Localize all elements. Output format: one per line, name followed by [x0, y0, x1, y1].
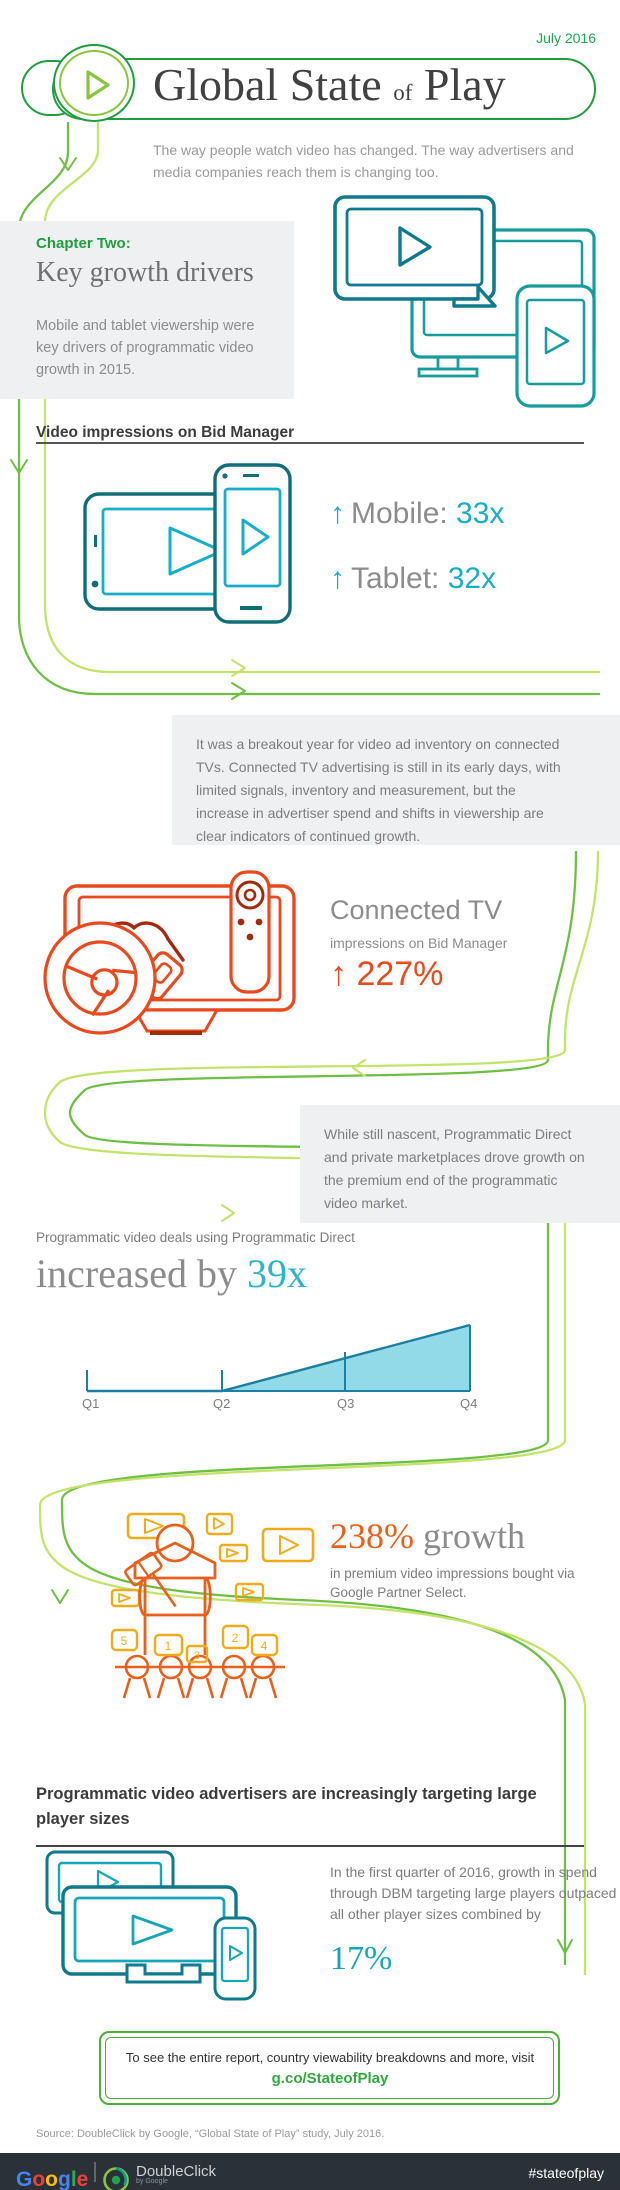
svg-text:Google: Google: [16, 2168, 88, 2190]
